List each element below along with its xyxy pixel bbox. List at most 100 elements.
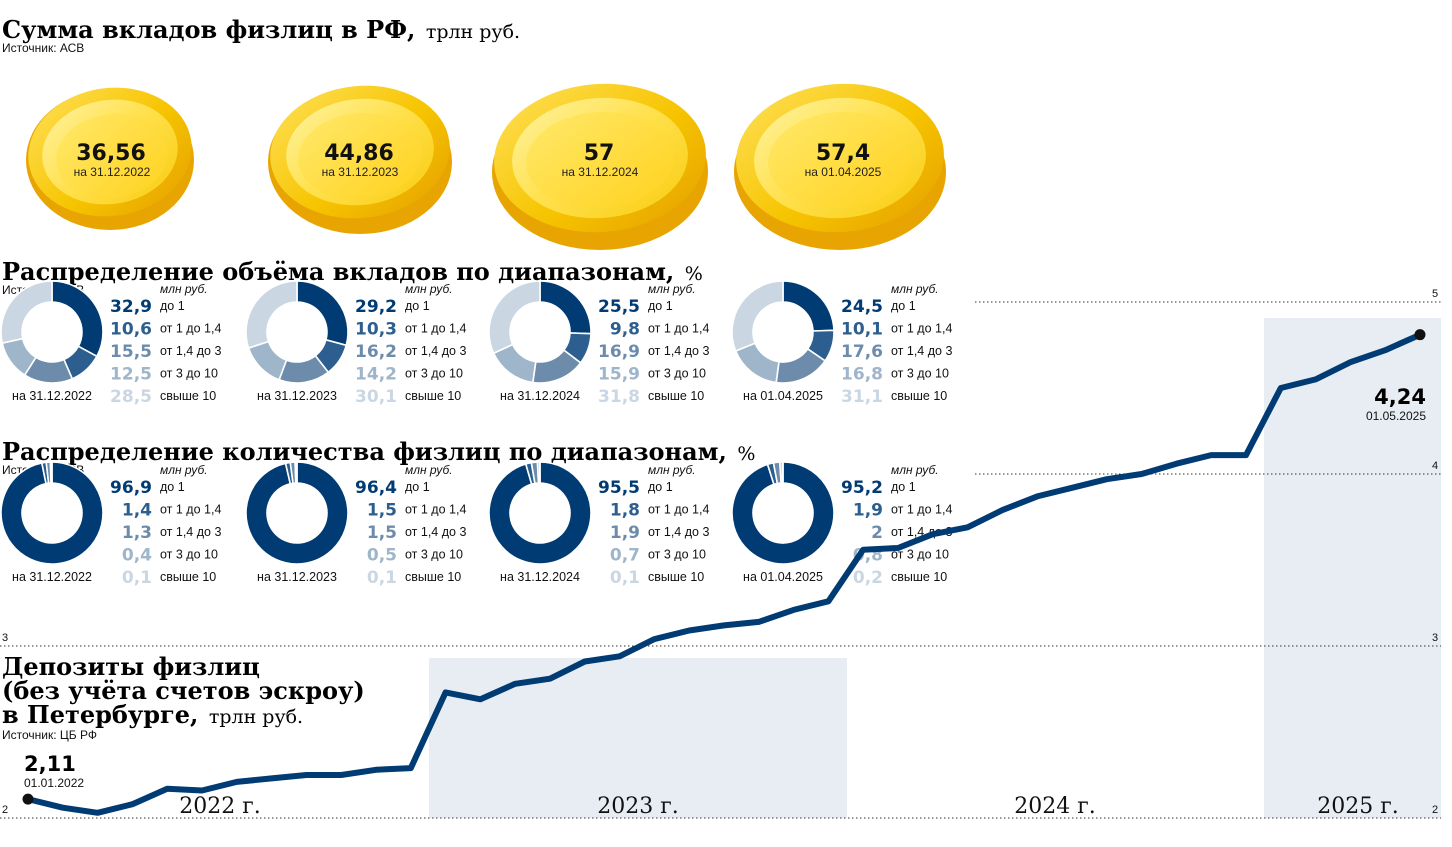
year-label-2024: 2024 г.	[1014, 794, 1096, 819]
donut-date: на 01.04.2025	[743, 389, 823, 403]
donut-segment	[539, 280, 592, 335]
donut-value: 96,4	[355, 478, 397, 498]
range-unit: млн руб.	[891, 282, 939, 296]
range-label: от 1,4 до 3	[160, 344, 221, 358]
spb-chart-background: 5 4 3 3 2 2 2022 г. 2023 г. 2024 г. 2025…	[0, 288, 1441, 819]
volume-donut-block-0: на 31.12.2022 млн руб. 32,9 до 1 10,6 от 1 до…	[0, 280, 221, 407]
spb-line-series	[22, 329, 1426, 816]
donut-segment	[781, 461, 784, 484]
donut-value: 95,5	[598, 478, 640, 498]
range-label: до 1	[891, 480, 916, 494]
coin-date: на 31.12.2023	[322, 165, 399, 179]
count-donut-row: на 31.12.2022 млн руб. 96,9 до 1 1,4 от 1 до …	[0, 461, 952, 588]
donut-date: на 01.04.2025	[743, 570, 823, 584]
range-label: до 1	[405, 299, 430, 313]
donut-segment	[51, 280, 104, 358]
range-label: до 1	[891, 299, 916, 313]
coin-date: на 01.04.2025	[805, 165, 882, 179]
range-label: свыше 10	[648, 570, 704, 584]
donut-value: 16,2	[355, 342, 397, 362]
year-label-2025: 2025 г.	[1317, 794, 1399, 819]
donut-segment	[488, 461, 592, 565]
donut-value: 25,5	[598, 297, 640, 317]
donut-segment	[488, 280, 541, 355]
donut-value: 1,3	[122, 523, 152, 543]
coin-value: 57	[584, 141, 615, 166]
count-donut-block-0: на 31.12.2022 млн руб. 96,9 до 1 1,4 от 1 до …	[0, 461, 221, 588]
donut-segment	[0, 461, 104, 565]
volume-donut-block-3: на 01.04.2025 млн руб. 24,5 до 1 10,1 от 1 до…	[731, 280, 952, 407]
coin-value: 36,56	[76, 141, 146, 166]
donut-value: 2	[871, 523, 883, 543]
range-label: до 1	[160, 480, 185, 494]
range-label: от 3 до 10	[891, 367, 949, 381]
range-label: от 1 до 1,4	[405, 503, 466, 517]
year-band-2023	[429, 658, 847, 818]
coin-value: 44,86	[324, 141, 394, 166]
donut-date: на 31.12.2023	[257, 570, 337, 584]
donut-date: на 31.12.2022	[12, 389, 92, 403]
start-date-label: 01.01.2022	[24, 776, 84, 790]
coin-2023: 44,86 на 31.12.2023	[268, 85, 452, 234]
year-band-2025	[1264, 318, 1441, 818]
year-label-2023: 2023 г.	[597, 794, 679, 819]
end-date-label: 01.05.2025	[1366, 409, 1426, 423]
donut-segment	[296, 280, 349, 347]
donut-segment	[782, 280, 835, 332]
end-point-marker	[1414, 329, 1426, 341]
donut-value: 15,5	[110, 342, 152, 362]
donut-value: 30,1	[355, 387, 397, 407]
deposits-total-section: Сумма вкладов физлиц в РФ, трлн руб. Ист…	[2, 15, 946, 250]
range-label: от 3 до 10	[405, 548, 463, 562]
range-unit: млн руб.	[891, 463, 939, 477]
donut-value: 95,2	[841, 478, 883, 498]
spb-source: Источник: ЦБ РФ	[2, 728, 97, 742]
range-label: от 1,4 до 3	[648, 525, 709, 539]
range-label: свыше 10	[891, 570, 947, 584]
donut-date: на 31.12.2024	[500, 570, 580, 584]
range-label: от 1 до 1,4	[648, 322, 709, 336]
donut-date: на 31.12.2022	[12, 570, 92, 584]
y-tick-3-left: 3	[2, 632, 8, 644]
donut-value: 96,9	[110, 478, 152, 498]
range-label: от 3 до 10	[648, 367, 706, 381]
donut-value: 24,5	[841, 297, 883, 317]
spb-title-line-2: (без учёта счетов эскроу)	[2, 676, 365, 705]
donut-segment	[0, 280, 53, 345]
range-label: до 1	[648, 480, 673, 494]
deposits-total-source: Источник: АСВ	[2, 41, 84, 55]
range-label: свыше 10	[891, 389, 947, 403]
donut-value: 31,1	[841, 387, 883, 407]
donut-value: 1,5	[367, 523, 397, 543]
range-unit: млн руб.	[648, 282, 696, 296]
donut-segment	[731, 461, 835, 565]
donut-value: 12,5	[110, 365, 152, 385]
range-label: до 1	[405, 480, 430, 494]
y-tick-2-left: 2	[2, 804, 8, 816]
range-label: от 1 до 1,4	[891, 322, 952, 336]
count-donut-block-3: на 01.04.2025 млн руб. 95,2 до 1 1,9 от 1 до …	[731, 461, 952, 588]
range-label: от 1,4 до 3	[648, 344, 709, 358]
donut-segment	[247, 340, 288, 381]
count-distribution-title: Распределение количества физлиц по диапа…	[2, 437, 755, 466]
y-tick-3-right: 3	[1432, 632, 1438, 644]
donut-value: 1,4	[122, 501, 152, 521]
range-unit: млн руб.	[405, 282, 453, 296]
donut-value: 15,9	[598, 365, 640, 385]
donut-value: 31,8	[598, 387, 640, 407]
donut-value: 0,1	[610, 568, 640, 588]
donut-value: 10,6	[110, 320, 152, 340]
coin-value: 57,4	[816, 141, 870, 166]
donut-segment	[245, 280, 298, 350]
range-label: до 1	[160, 299, 185, 313]
volume-donut-row: на 31.12.2022 млн руб. 32,9 до 1 10,6 от 1 до…	[0, 280, 952, 407]
spb-start-annotation: 2,11 01.01.2022	[24, 752, 84, 790]
volume-donut-block-2: на 31.12.2024 млн руб. 25,5 до 1 9,8 от 1 до …	[488, 280, 709, 407]
coin-2025: 57,4 на 01.04.2025	[734, 83, 946, 250]
coin-date: на 31.12.2022	[74, 165, 151, 179]
range-unit: млн руб.	[405, 463, 453, 477]
donut-date: на 31.12.2023	[257, 389, 337, 403]
donut-segment	[245, 461, 349, 565]
spb-title-line-3: в Петербурге, трлн руб.	[2, 700, 303, 729]
donut-value: 0,2	[853, 568, 883, 588]
